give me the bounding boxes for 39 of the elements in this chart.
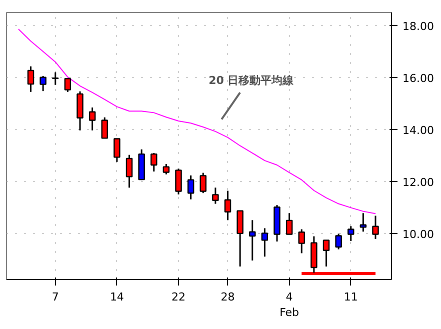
x-tick-label: 22	[172, 290, 186, 304]
candlestick	[286, 212, 293, 235]
candlestick	[76, 90, 84, 132]
candlestick	[88, 106, 96, 132]
candlestick	[298, 228, 305, 254]
line-series	[18, 28, 376, 214]
y-tick-label: 14.00	[402, 124, 434, 138]
x-tick-label: 14	[110, 290, 124, 304]
y-tick-label: 16.00	[402, 72, 434, 86]
candlestick	[372, 214, 379, 240]
candlestick	[27, 66, 34, 93]
y-tick-label: 10.00	[402, 228, 434, 242]
candlestick	[162, 163, 170, 176]
candlestick	[322, 239, 330, 268]
annotation: 20 日移動平均線	[208, 74, 295, 88]
candlestick	[261, 227, 268, 258]
candlestick	[335, 232, 342, 250]
x-tick-label: 4 Feb	[280, 290, 300, 320]
candlestick	[101, 116, 108, 139]
candlestick	[175, 168, 182, 196]
candlestick	[187, 174, 194, 200]
candlestick	[236, 210, 244, 268]
candlestick	[249, 219, 256, 262]
candlestick	[150, 152, 158, 172]
candlestick	[52, 72, 59, 86]
candlestick	[212, 186, 219, 205]
candlestick	[360, 212, 367, 232]
x-tick-label: 11	[344, 290, 358, 304]
y-tick-label: 12.00	[402, 176, 434, 190]
candlestick	[126, 154, 133, 188]
x-tick-label: 28	[220, 290, 235, 304]
candlestick	[348, 225, 354, 242]
y-tick-label: 18.00	[402, 20, 434, 34]
candlestick	[114, 138, 120, 163]
candlestick	[40, 75, 46, 92]
candlestick	[64, 78, 72, 93]
x-tick-label: 7	[52, 290, 59, 304]
candlestick	[224, 190, 232, 221]
candlestick	[200, 172, 206, 194]
